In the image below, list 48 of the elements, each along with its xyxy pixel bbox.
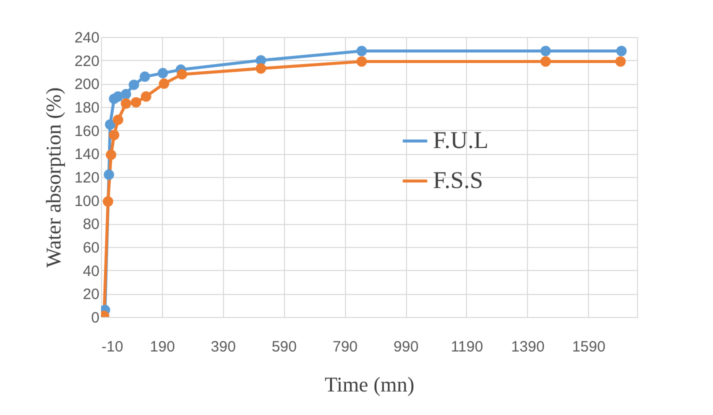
- x-axis-title: Time (mn): [324, 372, 414, 396]
- y-tick-label: 100: [74, 192, 100, 210]
- y-tick-label: 200: [74, 76, 100, 94]
- x-tick-label: 790: [332, 338, 358, 356]
- point: [108, 130, 120, 140]
- x-tick-label: 1590: [572, 338, 606, 356]
- x-tick-label: 990: [394, 338, 419, 356]
- point: [104, 119, 116, 130]
- point: [140, 91, 152, 102]
- y-tick-label: 160: [74, 122, 100, 140]
- x-tick-label: 390: [210, 338, 236, 356]
- y-tick-label: 180: [74, 100, 100, 116]
- y-axis-title: Water absorption (%): [41, 87, 66, 268]
- point: [128, 80, 140, 90]
- x-tick-label: 190: [150, 338, 175, 356]
- x-tick-label: 1190: [450, 338, 484, 356]
- point: [176, 69, 188, 80]
- x-tick-label: 590: [272, 338, 297, 356]
- y-tick-label: 20: [82, 286, 100, 304]
- point: [130, 97, 142, 108]
- point: [112, 114, 124, 126]
- point: [540, 46, 551, 56]
- y-tick-label: 240: [74, 30, 100, 46]
- legend-label: F.S.S: [433, 168, 484, 194]
- y-tick-label: 80: [82, 216, 100, 234]
- point: [104, 169, 114, 180]
- legend-label: F.U.L: [433, 128, 488, 154]
- y-tick-label: 220: [74, 52, 100, 70]
- y-tick-label: 40: [82, 262, 100, 280]
- point: [616, 46, 627, 56]
- point: [540, 56, 551, 67]
- y-tick-label: 0: [91, 310, 100, 326]
- point: [615, 56, 626, 67]
- point: [120, 98, 132, 109]
- point: [158, 78, 170, 89]
- point: [356, 46, 367, 56]
- point: [158, 68, 168, 78]
- y-tick-label: 120: [74, 170, 100, 186]
- x-tick-label: 1390: [511, 338, 545, 356]
- point: [356, 56, 367, 67]
- y-tick-label: 60: [82, 240, 100, 256]
- point: [256, 63, 266, 74]
- x-tick-label: -10: [102, 338, 124, 356]
- point: [102, 196, 114, 207]
- point: [120, 88, 132, 100]
- y-tick-label: 140: [74, 146, 100, 164]
- point: [140, 71, 150, 82]
- point: [106, 150, 116, 160]
